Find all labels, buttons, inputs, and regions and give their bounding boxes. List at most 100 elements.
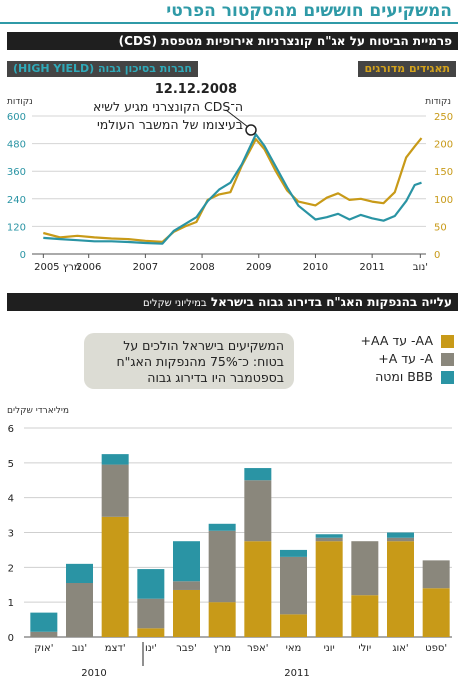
legend-a-label: A- עד A+ [378, 351, 433, 366]
legend-high-yield: חברות בסיכון גבוה (HIGH YIELD) [7, 61, 198, 77]
cds-line-chart: נקודות נקודות 0 120 240 360 480 600 0 50 100 150 2… [7, 97, 453, 273]
x-tick-label: 2009 [246, 262, 271, 273]
bar-segment-aa [387, 541, 414, 637]
title-rule [0, 22, 458, 24]
bar-y-tick-label: 5 [8, 459, 14, 470]
left-tick-label: 360 [7, 167, 26, 178]
bar-y-label: מיליארדי שקלים [7, 406, 69, 416]
note-line-3: בספטמבר היו בדירוג גבוה [147, 370, 284, 385]
bar-segment-bbb [280, 549, 307, 557]
callout-line-2: בעיצומו של המשבר העולמי [96, 117, 243, 132]
bar-category-label: מרץ [213, 643, 231, 654]
chart2-heading-text: עלייה בהנפקות האג"ח בדירוג גבוה בישראל [210, 295, 452, 309]
left-tick-label: 600 [7, 112, 26, 123]
bar-category-label: אוג' [392, 643, 408, 654]
callout-line [225, 109, 249, 128]
legend-a: A- עד A+ [378, 351, 454, 367]
bar-segment-a [280, 556, 307, 615]
x-tick-label: 2005 מרץ [34, 262, 80, 273]
high-yield-series-line [43, 133, 422, 245]
legend-a-swatch [441, 353, 454, 366]
bar-segment-aa [137, 628, 165, 637]
legend-aa: AA- עד AA+ [360, 333, 454, 349]
legend-aa-label: AA- עד AA+ [360, 333, 434, 348]
bar-segment-a [30, 631, 58, 637]
bar-category-label: מאי [286, 643, 302, 654]
bar-segment-aa [315, 541, 343, 637]
issuance-bar-chart: מיליארדי שקלים 0 1 2 3 4 5 6 אוק' נוב' דצמ' ינו' פ… [7, 406, 452, 678]
page-title: המשקיעים חוששים מהסקטור הפרטי [166, 1, 452, 21]
bar-segment-a [101, 464, 129, 517]
right-tick-label: 50 [434, 222, 447, 233]
right-unit-label: נקודות [425, 97, 451, 107]
left-tick-label: 480 [7, 140, 26, 151]
right-tick-label: 100 [434, 195, 453, 206]
bar-segment-a [387, 537, 414, 542]
x-tick-label: 2011 [359, 262, 384, 273]
bar-y-tick-label: 4 [8, 494, 14, 505]
bar-segment-bbb [101, 454, 129, 465]
bar-segment-bbb [173, 541, 200, 582]
right-tick-label: 250 [434, 112, 453, 123]
bar-category-label: יוני [324, 643, 335, 654]
bar-category-label: יולי [358, 643, 371, 654]
note-line-2: בטוח: כ־75% מהנפקות האג"ח [116, 354, 284, 369]
bar-category-label: ספט' [425, 643, 447, 654]
bar-y-tick-label: 6 [8, 424, 14, 435]
bar-segment-a [422, 560, 450, 589]
bar-segment-a [315, 537, 343, 542]
note-line-1: המשקיעים בישראל הולכים על [123, 338, 284, 353]
chart1-heading: פרמיית הביטוח על אג"ח קונצרניות אירופיות… [7, 32, 458, 50]
bar-category-label: ינו' [145, 643, 157, 654]
right-tick-label: 0 [434, 250, 440, 261]
legend-bbb: BBB ומטה [375, 369, 454, 385]
bar-category-label: נוב' [72, 643, 87, 654]
chart2-heading-unit: במיליוני שקלים [143, 298, 207, 309]
bar-segment-a [66, 583, 93, 637]
bar-segment-aa [351, 595, 379, 637]
bar-y-tick-label: 3 [8, 529, 14, 540]
x-tick-label: 2007 [133, 262, 158, 273]
x-tick-label: 2006 [76, 262, 101, 273]
bar-y-tick-label: 0 [8, 633, 14, 644]
year-label-2010: 2010 [81, 668, 106, 678]
bar-category-label: אוק' [34, 643, 53, 654]
bar-segment-aa [422, 588, 450, 637]
bar-segment-aa [101, 516, 129, 637]
bar-segment-aa [173, 589, 200, 637]
callout-date: 12.12.2008 [154, 82, 237, 97]
right-tick-label: 150 [434, 167, 453, 178]
chart2-heading: עלייה בהנפקות האג"ח בדירוג גבוה בישראל ב… [7, 293, 458, 311]
bar-category-label: פבר' [176, 643, 196, 654]
title-bar: המשקיעים חוששים מהסקטור הפרטי [0, 0, 458, 26]
bar-segment-a [244, 480, 272, 542]
bar-segment-a [137, 598, 165, 629]
left-unit-label: נקודות [7, 97, 33, 107]
bar-segment-bbb [66, 563, 93, 584]
bar-segment-aa [208, 602, 236, 637]
callout-line-1: ה־CDS הקונצרני מגיע לשיא [93, 99, 243, 114]
legend-rated: תאגידים מדורגים [358, 61, 456, 77]
peak-marker [245, 124, 257, 136]
bar-category-label: דצמ' [105, 643, 126, 654]
x-tick-label: 2008 [189, 262, 214, 273]
bar-segment-aa [244, 541, 272, 637]
bar-segment-a [208, 530, 236, 603]
left-tick-label: 120 [7, 222, 26, 233]
bar-segment-a [351, 541, 379, 596]
bar-segment-bbb [30, 612, 58, 632]
legend-bbb-label: BBB ומטה [375, 369, 433, 384]
legend-bbb-swatch [441, 371, 454, 384]
bar-segment-a [173, 581, 200, 590]
peak-callout: 12.12.2008 ה־CDS הקונצרני מגיע לשיא בעיצ… [83, 82, 243, 158]
bar-y-tick-label: 2 [8, 563, 14, 574]
x-tick-label: 2010 [303, 262, 328, 273]
bar-segment-aa [280, 614, 307, 637]
bar-segment-bbb [137, 569, 165, 599]
rated-series-line [43, 137, 423, 243]
bar-y-tick-label: 1 [8, 598, 14, 609]
legend-aa-swatch [441, 335, 454, 348]
year-label-2011: 2011 [284, 668, 309, 678]
note-box: המשקיעים בישראל הולכים על בטוח: כ־75% מה… [84, 333, 294, 389]
bar-segment-bbb [315, 534, 343, 538]
